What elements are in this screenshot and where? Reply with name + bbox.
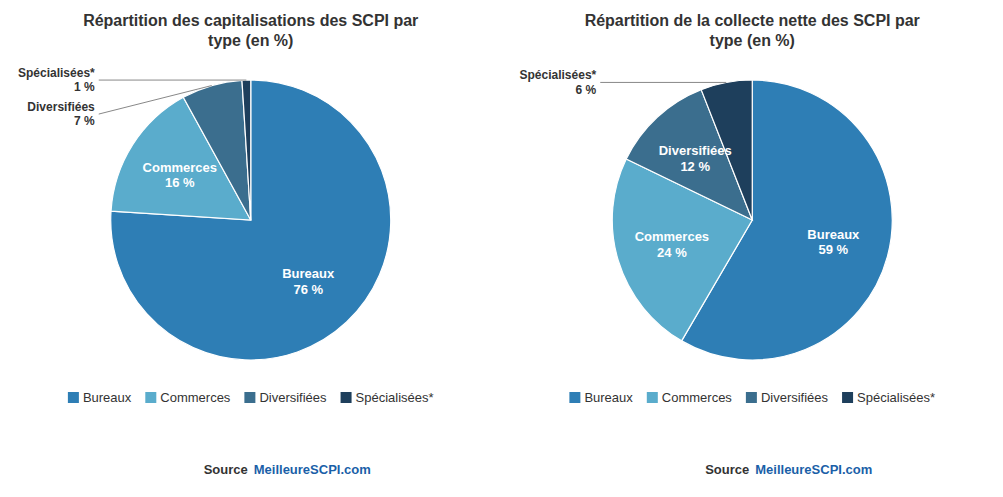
slice-label-outside: Spécialisées*1 % [18, 66, 95, 94]
slice-value: 59 % [819, 242, 849, 257]
slice-value: 76 % [293, 282, 323, 297]
legend-swatch [145, 392, 156, 403]
slice-category: Spécialisées* [18, 66, 95, 80]
legend-swatch [68, 392, 79, 403]
slice-category: Bureaux [282, 266, 335, 281]
legend-entry: Commerces [662, 390, 733, 405]
legend-swatch [244, 392, 255, 403]
wedges [111, 80, 391, 360]
slice-label: Commerces24 % [635, 229, 709, 260]
legend-entry: Commerces [160, 390, 231, 405]
slice-value: 16 % [165, 175, 195, 190]
legend-entry: Bureaux [584, 390, 633, 405]
slice-label: Diversifiées12 % [659, 143, 732, 174]
source-link: MeilleureSCPI.com [254, 462, 371, 477]
slice-value: 6 % [576, 83, 597, 97]
title-line: type (en %) [710, 32, 795, 49]
pie-chart: Répartition de la collecte nette des SCP… [520, 12, 936, 477]
legend-swatch [341, 392, 352, 403]
slice-label: Bureaux59 % [807, 227, 860, 258]
pie-wedge [242, 80, 251, 220]
source-link: MeilleureSCPI.com [755, 462, 872, 477]
legend-entry: Diversifiées [259, 390, 327, 405]
leader-line [99, 86, 212, 115]
slice-value: 1 % [74, 80, 95, 94]
source-note: Source MeilleureSCPI.com [705, 462, 872, 477]
legend: Bureaux Commerces Diversifiées Spécialisées… [569, 390, 935, 405]
legend: Bureaux Commerces Diversifiées Spécialisées… [68, 390, 434, 405]
source-note: Source MeilleureSCPI.com [204, 462, 371, 477]
slice-value: 24 % [657, 245, 687, 260]
slice-category: Commerces [143, 160, 217, 175]
source-label: Source [204, 462, 248, 477]
leader-line [600, 82, 726, 83]
pie-wedge [183, 80, 250, 220]
legend-swatch [746, 392, 757, 403]
legend-entry: Spécialisées* [857, 390, 935, 405]
slice-label-outside: Spécialisées*6 % [520, 68, 597, 96]
slice-value: 12 % [680, 159, 710, 174]
slice-category: Diversifiées [27, 100, 95, 114]
slice-category: Commerces [635, 229, 709, 244]
slice-label: Bureaux76 % [282, 266, 335, 297]
legend-swatch [842, 392, 853, 403]
slice-category: Spécialisées* [520, 68, 597, 82]
legend-entry: Diversifiées [761, 390, 829, 405]
title-line: Répartition de la collecte nette des SCP… [585, 12, 920, 29]
title-line: type (en %) [208, 32, 293, 49]
pie-chart: Répartition des capitalisations des SCPI… [18, 12, 434, 477]
pie-wedge [111, 80, 391, 360]
source-label: Source [705, 462, 749, 477]
legend-swatch [647, 392, 658, 403]
leader-line [99, 80, 247, 81]
slice-label: Commerces16 % [143, 160, 217, 191]
slice-category: Diversifiées [659, 143, 732, 158]
legend-entry: Bureaux [83, 390, 132, 405]
chart-title: Répartition des capitalisations des SCPI… [83, 12, 418, 49]
legend-entry: Spécialisées* [356, 390, 434, 405]
slice-value: 7 % [74, 114, 95, 128]
slice-label-outside: Diversifiées7 % [27, 100, 95, 128]
title-line: Répartition des capitalisations des SCPI… [83, 12, 418, 29]
legend-swatch [569, 392, 580, 403]
slice-category: Bureaux [807, 227, 860, 242]
chart-title: Répartition de la collecte nette des SCP… [585, 12, 920, 49]
wedges [612, 80, 892, 360]
chart-root: Répartition des capitalisations des SCPI… [0, 0, 1003, 497]
